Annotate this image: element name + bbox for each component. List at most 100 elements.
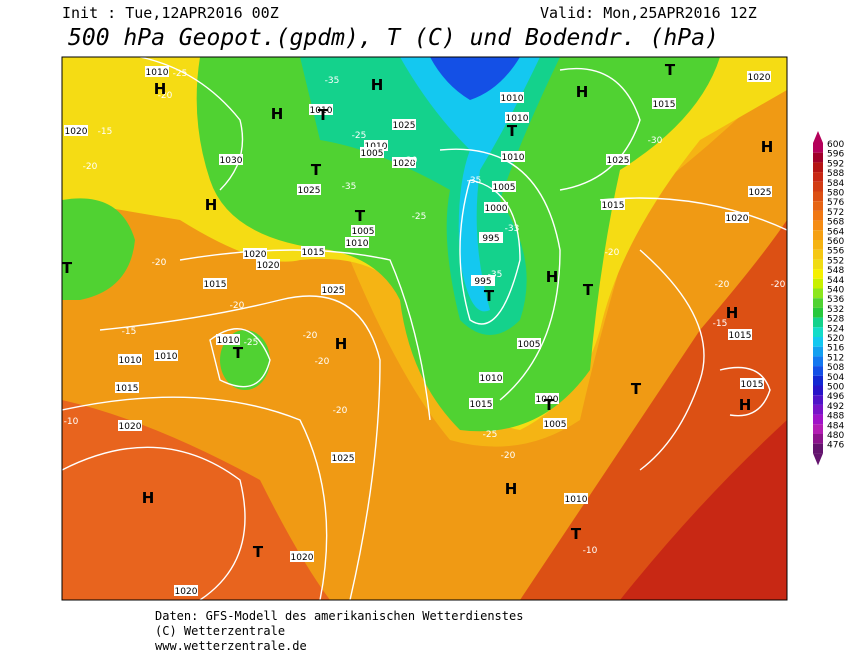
colorbar-label: 584	[827, 179, 844, 189]
map-title: 500 hPa Geopot.(gpdm), T (C) und Bodendr…	[68, 25, 719, 51]
isobar-label-box	[351, 225, 375, 236]
isobar-label-box	[601, 199, 625, 210]
temperature-label: -30	[648, 136, 663, 146]
isobar-label-box	[469, 398, 493, 409]
colorbar-swatch	[813, 317, 823, 328]
temperature-label: -20	[771, 280, 786, 290]
colorbar-swatch	[813, 366, 823, 376]
colorbar-label: 488	[827, 412, 844, 422]
colorbar-swatch	[813, 356, 823, 367]
colorbar-swatch	[813, 201, 823, 211]
init-time: Init : Tue,12APR2016 00Z	[62, 4, 279, 22]
colorbar-label: 552	[827, 256, 844, 266]
isobar-label: 1020	[65, 127, 88, 137]
isobar-label: 1025	[332, 454, 355, 464]
temperature-label: -10	[64, 417, 79, 427]
isobar-label-box	[118, 354, 142, 365]
isobar-label: 1025	[607, 156, 630, 166]
isobar-label: 1025	[749, 188, 772, 198]
colorbar-label: 560	[827, 237, 844, 247]
isobar-label-box	[564, 493, 588, 504]
isobar-label-box	[297, 184, 321, 195]
colorbar-swatch	[813, 220, 823, 231]
colorbar-swatch	[813, 269, 823, 279]
isobar-label-box	[501, 151, 525, 162]
isobar-label: 1020	[257, 261, 280, 271]
colorbar-swatch	[813, 337, 823, 347]
colorbar-label: 484	[827, 421, 844, 431]
isobar-label-box	[174, 585, 198, 596]
pressure-center: H	[371, 76, 384, 94]
pressure-center: H	[335, 335, 348, 353]
colorbar-label: 532	[827, 305, 844, 315]
isobar-label: 1010	[565, 495, 588, 505]
colorbar-swatch	[813, 327, 823, 337]
pressure-center: T	[571, 525, 582, 543]
pressure-center: T	[355, 207, 366, 225]
isobar-label: 1010	[146, 68, 169, 78]
isobar-label-box	[725, 212, 749, 223]
isobar-label-box	[740, 378, 764, 389]
isobar-label: 1010	[155, 352, 178, 362]
isobar-label: 1025	[298, 186, 321, 196]
colorbar-label: 540	[827, 286, 844, 296]
isobar-label: 995	[474, 277, 491, 287]
pressure-center: H	[761, 138, 774, 156]
temperature-label: -15	[122, 327, 137, 337]
colorbar-label: 476	[827, 441, 844, 451]
colorbar-arrow-bottom	[813, 453, 823, 466]
pressure-center: H	[271, 105, 284, 123]
isobar-label: 1005	[518, 340, 541, 350]
isobar-label: 1015	[602, 201, 625, 211]
pressure-center: H	[142, 489, 155, 507]
pressure-center: T	[311, 161, 322, 179]
temperature-label: -25	[352, 131, 367, 141]
pressure-center: H	[546, 268, 559, 286]
temperature-label: -35	[467, 176, 482, 186]
isobar-label-box	[290, 551, 314, 562]
map-labels: 1010 1020 1030 1025 1025 1010 1005 1020 1010 1010…	[62, 61, 786, 597]
colorbar-swatch	[813, 414, 823, 425]
isobar-label: 1020	[291, 553, 314, 563]
isobar-label: 1010	[310, 106, 333, 116]
isobar-label-box	[392, 157, 416, 168]
colorbar-swatch	[813, 181, 823, 192]
isobar-label: 1020	[175, 587, 198, 597]
temperature-label: -20	[501, 451, 516, 461]
isobar-label: 1015	[116, 384, 139, 394]
isobar-label-box	[219, 154, 243, 165]
isobar-label: 1030	[220, 156, 243, 166]
isobar-label: 1015	[741, 380, 764, 390]
isobar-label-box	[492, 181, 516, 192]
isobar-label: 1020	[393, 159, 416, 169]
isobar-label-box	[748, 186, 772, 197]
isobar-label: 1020	[748, 73, 771, 83]
temperature-label: -35	[342, 182, 357, 192]
temperature-label: -20	[303, 331, 318, 341]
colorbar-label: 572	[827, 208, 844, 218]
isobar-label-box	[256, 259, 280, 270]
colorbar-swatch	[813, 395, 823, 405]
colorbar-swatch	[813, 443, 823, 454]
isobar-label: 1015	[729, 331, 752, 341]
temperature-label: -20	[333, 406, 348, 416]
colorbar-label: 504	[827, 373, 844, 383]
colorbar-swatch	[813, 404, 823, 415]
colorbar-label: 492	[827, 402, 844, 412]
pressure-center: H	[205, 196, 218, 214]
isobar-label: 1025	[393, 121, 416, 131]
footer-source: Daten: GFS-Modell des amerikanischen Wet…	[155, 609, 523, 623]
isobar-label-box	[535, 393, 559, 404]
temperature-label: -20	[83, 162, 98, 172]
pressure-center: T	[631, 380, 642, 398]
isobar-label-box	[505, 112, 529, 123]
isobar-label: 1010	[346, 239, 369, 249]
isobar-label-box	[364, 140, 388, 151]
isobar-label: 1015	[204, 280, 227, 290]
isobar-label-box	[64, 125, 88, 136]
colorbar-label: 592	[827, 159, 844, 169]
isobar-label-box	[728, 329, 752, 340]
isobar-label-box	[115, 382, 139, 393]
